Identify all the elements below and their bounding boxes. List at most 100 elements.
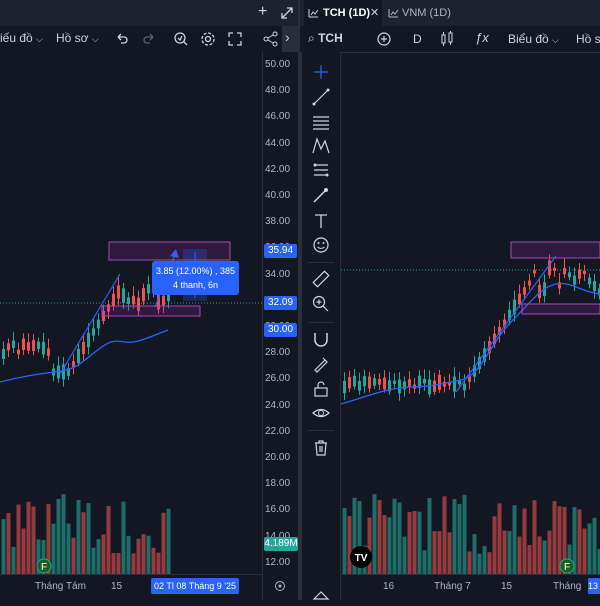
volume-bar — [2, 519, 6, 574]
candle-body — [97, 320, 100, 329]
volume-bar — [17, 505, 21, 574]
price-tick-label: 46.00 — [265, 111, 290, 122]
settings-icon[interactable] — [200, 31, 216, 47]
candle-body — [343, 381, 346, 393]
lock-icon[interactable] — [311, 379, 331, 399]
time-axis[interactable]: 16 Tháng 7 15 Tháng 13 — [341, 574, 600, 601]
price-tick-label: 16.00 — [265, 504, 290, 515]
settings-icon[interactable] — [274, 580, 286, 592]
volume-bar — [7, 513, 11, 574]
redo-icon[interactable] — [142, 32, 156, 46]
undo-icon[interactable] — [115, 32, 129, 46]
candle-body — [593, 281, 596, 291]
right-price-chart[interactable]: F TV — [341, 52, 600, 574]
trend-line-icon[interactable] — [311, 87, 331, 107]
volume-bar — [22, 529, 26, 574]
candlesticks — [343, 255, 600, 401]
left-chart-pane[interactable]: F 3.85 (12.00%) , 385 4 thanh, 6n — [0, 52, 262, 574]
share-icon[interactable] — [263, 31, 279, 47]
volume-bar — [27, 502, 31, 574]
pattern-icon[interactable] — [311, 136, 331, 156]
trash-icon[interactable] — [311, 438, 331, 458]
profile-dropdown[interactable]: Hồ sơ — [576, 32, 600, 46]
volume-bar — [343, 508, 347, 574]
logo-text: TV — [355, 553, 368, 564]
candle-body — [438, 375, 441, 390]
emoji-icon[interactable] — [311, 235, 331, 255]
candle-body — [358, 381, 361, 391]
trend-line[interactable] — [456, 256, 556, 392]
volume-bar — [12, 547, 16, 574]
chart-icon — [388, 8, 399, 18]
chart-type-dropdown[interactable]: iếu đồ ⌵ — [0, 31, 43, 45]
brush-icon[interactable] — [311, 185, 331, 205]
left-price-chart[interactable]: F — [0, 52, 262, 574]
volume-bars — [2, 494, 171, 574]
draw-mode-icon[interactable] — [311, 354, 331, 374]
interval-button[interactable]: D — [413, 32, 422, 46]
time-axis[interactable]: Tháng Tám 15 02 Tl 08 Tháng 9 '25 — [0, 574, 262, 601]
magnet-icon[interactable] — [311, 329, 331, 349]
price-tick-label: 48.00 — [265, 85, 290, 96]
candle-body — [127, 297, 130, 304]
ruler-icon[interactable] — [311, 269, 331, 289]
candle-body — [22, 339, 25, 350]
symbol-search[interactable]: ⌕ TCH — [308, 31, 343, 46]
volume-bar — [488, 552, 492, 574]
chart-icon — [308, 8, 319, 18]
trend-line[interactable] — [60, 274, 120, 374]
text-icon[interactable] — [311, 211, 331, 231]
candle-body — [17, 350, 20, 355]
chart-type-dropdown[interactable]: Biểu đồ ⌵ — [508, 32, 559, 46]
volume-bar — [478, 554, 482, 574]
time-label: Tháng — [553, 581, 581, 592]
volume-bar — [523, 509, 527, 574]
support-zone[interactable] — [102, 306, 200, 316]
candle-body — [533, 270, 536, 273]
resistance-zone[interactable] — [511, 242, 600, 258]
profile-dropdown[interactable]: Hồ sơ ⌵ — [56, 31, 99, 45]
replay-icon[interactable] — [173, 31, 189, 47]
price-tick-label: 40.00 — [265, 190, 290, 201]
low-price-badge: 30.00 — [264, 323, 297, 337]
candle-body — [87, 333, 90, 347]
fib-retracement-icon[interactable] — [311, 112, 331, 132]
candle-body — [47, 348, 50, 355]
time-label: 15 — [111, 581, 122, 592]
close-icon[interactable]: ✕ — [370, 6, 379, 19]
volume-bar — [493, 516, 497, 574]
resistance-zone[interactable] — [109, 242, 230, 260]
price-axis[interactable]: 50.0048.0046.0044.0042.0040.0038.0036.00… — [262, 52, 299, 600]
right-chart-pane[interactable]: F TV — [341, 52, 600, 574]
candle-body — [27, 342, 30, 351]
candle-body — [117, 285, 120, 298]
candles-icon[interactable] — [440, 31, 454, 47]
volume-bar — [87, 503, 91, 574]
indicators-icon[interactable]: ƒx — [475, 30, 489, 45]
collapse-button[interactable]: › — [282, 26, 298, 52]
volume-bar — [423, 550, 427, 574]
price-tick-label: 26.00 — [265, 373, 290, 384]
tab-tch[interactable]: TCH (1D) ✕ — [304, 0, 382, 26]
add-icon[interactable]: + — [258, 3, 267, 21]
candle-body — [583, 271, 586, 274]
zoom-in-icon[interactable] — [311, 294, 331, 314]
support-zone[interactable] — [522, 304, 600, 314]
candle-body — [453, 377, 456, 392]
crosshair-icon[interactable] — [311, 62, 331, 82]
profile-label: Hồ sơ — [576, 32, 600, 46]
expand-icon[interactable] — [280, 6, 294, 20]
tab-vnm[interactable]: VNM (1D) — [386, 0, 462, 26]
volume-bar — [468, 551, 472, 574]
volume-bar — [418, 512, 422, 574]
forecast-icon[interactable] — [311, 160, 331, 180]
eye-icon[interactable] — [311, 403, 331, 423]
volume-bar — [373, 494, 377, 574]
fullscreen-icon[interactable] — [228, 32, 242, 46]
volume-bar — [112, 553, 116, 574]
volume-bar — [67, 524, 71, 574]
chevron-up-icon[interactable] — [311, 586, 331, 606]
volume-bar — [82, 512, 86, 574]
candle-body — [82, 342, 85, 354]
compare-add-icon[interactable] — [376, 31, 392, 47]
